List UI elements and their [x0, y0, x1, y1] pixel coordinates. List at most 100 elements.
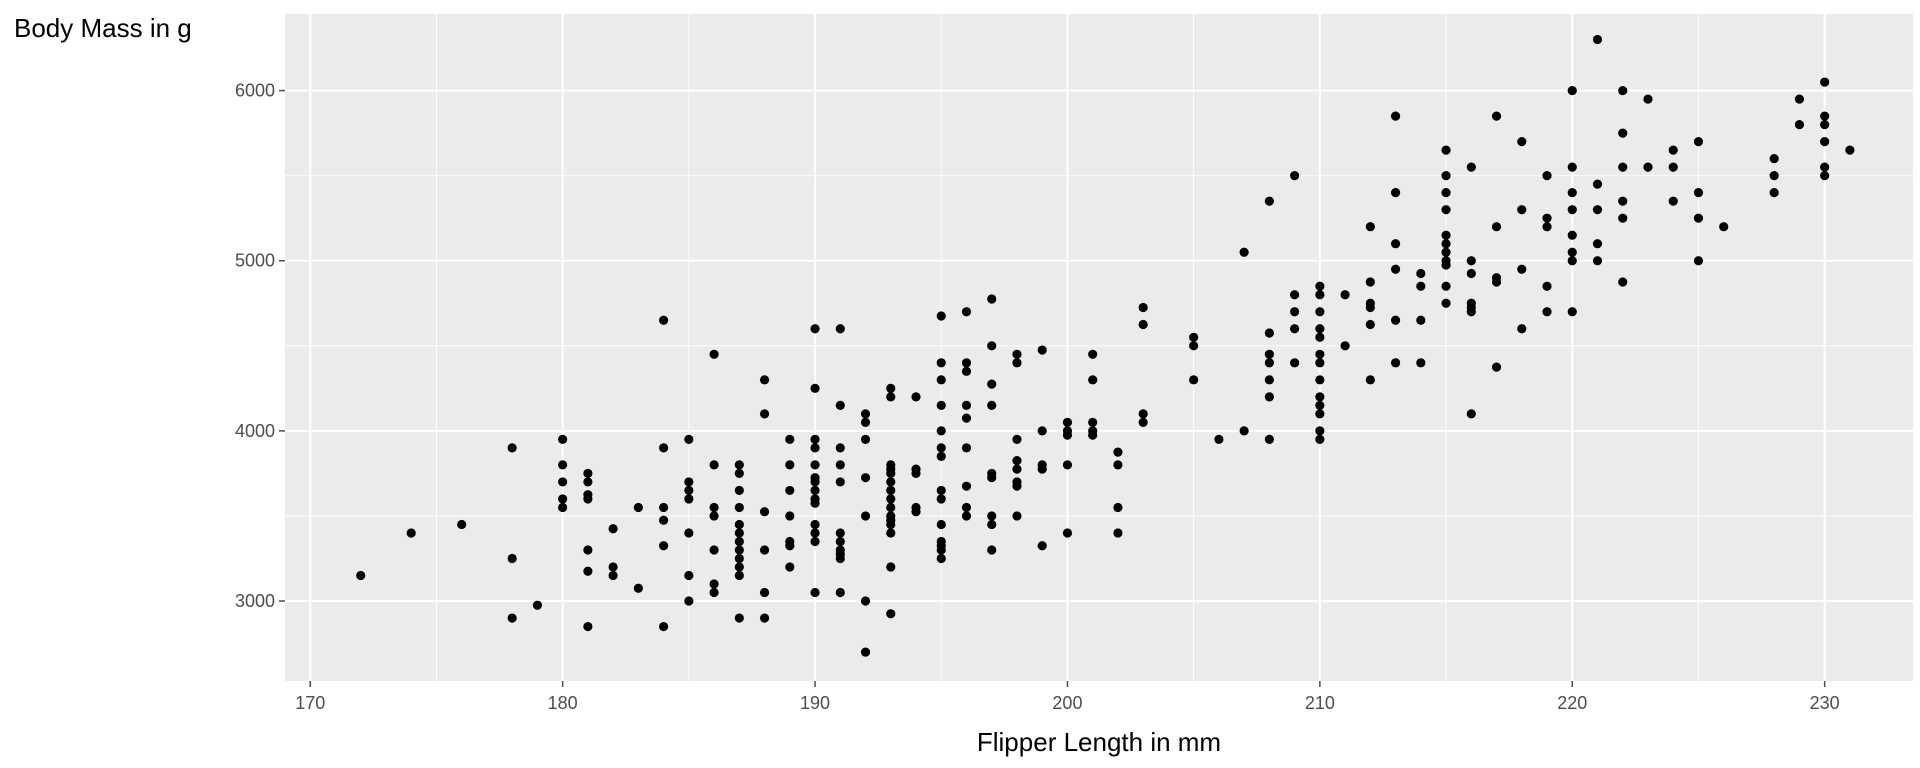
data-point: [911, 468, 921, 479]
data-point: [835, 587, 845, 598]
data-point: [1315, 290, 1325, 300]
data-point: [1769, 154, 1779, 164]
data-point: [1264, 328, 1274, 338]
data-point: [987, 379, 997, 389]
data-point: [1189, 375, 1199, 385]
data-point: [1441, 281, 1451, 291]
data-point: [1189, 341, 1199, 351]
data-point: [886, 609, 896, 619]
data-point: [1618, 196, 1628, 206]
data-point: [684, 494, 694, 504]
data-point: [1062, 417, 1073, 427]
data-point: [1340, 341, 1350, 351]
data-point: [1012, 434, 1022, 444]
data-point: [936, 553, 946, 564]
data-point: [936, 375, 946, 385]
data-point: [1012, 481, 1022, 491]
data-point: [860, 647, 871, 657]
data-point: [1592, 205, 1603, 215]
data-point: [1264, 358, 1274, 368]
data-point: [886, 477, 896, 487]
data-point: [1845, 145, 1855, 155]
data-point: [1567, 307, 1577, 317]
data-point: [1062, 460, 1073, 470]
data-point: [1618, 128, 1628, 138]
data-point: [810, 443, 820, 453]
data-point: [1416, 358, 1426, 368]
data-point: [1264, 349, 1274, 359]
data-point: [886, 494, 896, 504]
data-point: [558, 502, 568, 513]
data-point: [1315, 409, 1325, 419]
data-point: [1113, 528, 1123, 538]
data-point: [936, 485, 946, 496]
data-point: [886, 383, 896, 393]
data-point: [1668, 196, 1678, 206]
data-point: [1012, 358, 1022, 368]
data-point: [1315, 281, 1325, 291]
data-point: [1441, 145, 1451, 155]
data-point: [835, 553, 845, 564]
data-point: [1441, 260, 1451, 270]
data-point: [835, 477, 845, 487]
data-point: [1315, 426, 1325, 436]
data-point: [1441, 239, 1451, 249]
data-point: [1037, 464, 1047, 474]
data-point: [1567, 247, 1577, 257]
y-tick-label: 6000: [235, 81, 275, 101]
data-point: [1491, 362, 1502, 372]
data-point: [987, 400, 997, 410]
data-point: [886, 562, 896, 572]
data-point: [684, 528, 694, 538]
data-point: [835, 324, 845, 334]
y-tick-label: 3000: [235, 591, 275, 611]
data-point: [860, 417, 871, 427]
data-point: [684, 477, 694, 487]
data-point: [1517, 205, 1527, 215]
major-gridlines: [285, 14, 1913, 681]
data-point: [734, 613, 744, 623]
data-point: [961, 358, 972, 368]
data-point: [583, 494, 593, 504]
data-point: [936, 311, 946, 321]
data-point: [734, 553, 744, 564]
data-point: [759, 507, 770, 517]
data-point: [659, 621, 669, 632]
data-point: [1542, 307, 1552, 317]
data-point: [558, 477, 568, 487]
data-point: [1113, 447, 1123, 457]
data-point: [860, 409, 871, 419]
data-point: [1517, 137, 1527, 147]
data-point: [1264, 434, 1274, 444]
x-tick-label: 230: [1810, 693, 1840, 713]
data-point: [1264, 196, 1274, 206]
data-point: [936, 494, 946, 504]
x-tick-label: 210: [1305, 693, 1335, 713]
data-point: [1390, 111, 1401, 121]
data-point: [734, 519, 744, 530]
data-point: [1315, 375, 1325, 385]
data-point: [1037, 426, 1047, 436]
data-point: [558, 434, 568, 444]
data-point: [633, 583, 643, 593]
data-point: [1466, 268, 1476, 279]
data-point: [961, 502, 972, 513]
data-point: [759, 613, 770, 623]
data-point: [1668, 162, 1678, 172]
data-point: [835, 400, 845, 410]
data-point: [1693, 188, 1704, 198]
data-point: [961, 443, 972, 453]
data-point: [558, 460, 568, 470]
data-point: [734, 570, 744, 581]
data-point: [1794, 94, 1805, 104]
data-point: [1567, 230, 1577, 240]
data-point: [406, 528, 416, 538]
data-point: [1517, 264, 1527, 274]
data-point: [785, 460, 795, 470]
data-point: [1769, 188, 1779, 198]
data-point: [1820, 137, 1830, 147]
data-point: [734, 562, 744, 572]
data-point: [1290, 324, 1300, 334]
data-point: [684, 596, 694, 606]
